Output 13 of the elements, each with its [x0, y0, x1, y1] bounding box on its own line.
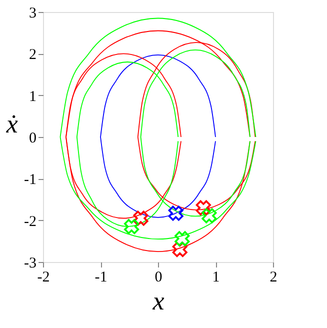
y-tick-label: 0 [29, 130, 36, 146]
y-tick-label: 2 [29, 47, 36, 64]
y-tick-label: -2 [24, 214, 36, 230]
y-tick-label: -3 [24, 256, 36, 272]
x-tick-label: -1 [94, 270, 108, 286]
y-tick-label: -1 [24, 172, 36, 188]
y-axis-title: ẋ [5, 110, 18, 138]
x-tick-label: 2 [270, 270, 278, 286]
x-tick-label: 0 [154, 270, 162, 286]
x-tick-label: 1 [212, 270, 220, 286]
y-tick-label: 1 [29, 88, 36, 105]
x-axis-title: x [152, 286, 165, 316]
y-tick-label: 3 [29, 6, 36, 22]
